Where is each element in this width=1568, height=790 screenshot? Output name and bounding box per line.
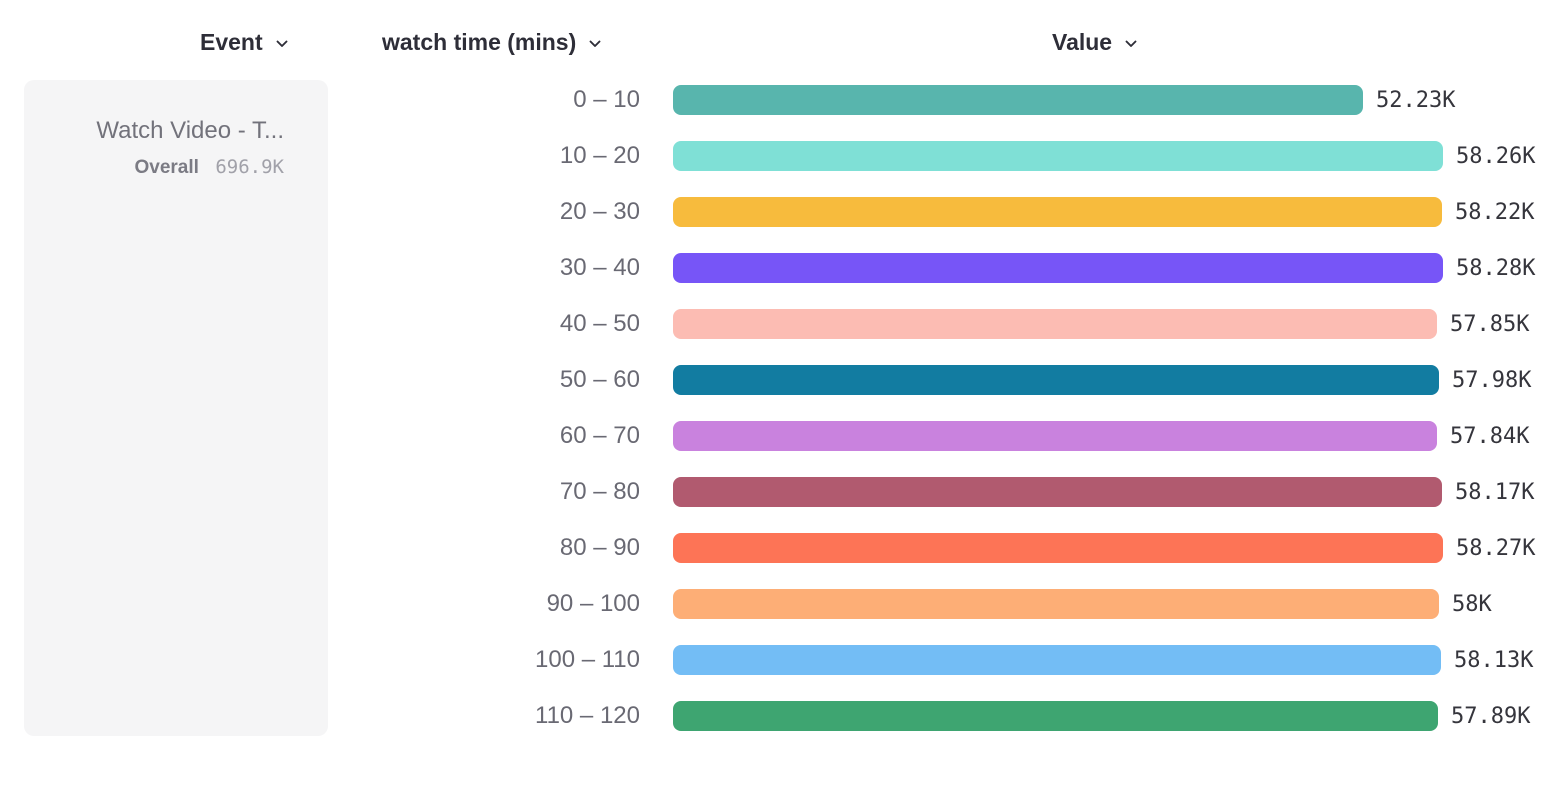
value-bar[interactable]: [673, 589, 1439, 619]
value-bar[interactable]: [673, 253, 1443, 283]
chevron-down-icon: [587, 36, 603, 52]
bucket-label: 40 – 50: [559, 310, 640, 337]
chart-row: 30 – 40 58.28K: [0, 240, 1568, 296]
value-label: 58K: [1452, 591, 1492, 617]
value-label: 58.22K: [1455, 199, 1535, 225]
bucket-label: 0 – 10: [573, 86, 640, 113]
value-label: 57.85K: [1450, 311, 1530, 337]
bucket-label: 100 – 110: [535, 646, 640, 673]
value-label: 58.17K: [1455, 479, 1535, 505]
value-bar[interactable]: [673, 421, 1437, 451]
chart-row: 110 – 120 57.89K: [0, 688, 1568, 744]
event-overall-row: Overall 696.9K: [44, 155, 284, 181]
bucket-label: 20 – 30: [559, 198, 640, 225]
chart-row: 50 – 60 57.98K: [0, 352, 1568, 408]
value-column-label: Value: [1052, 28, 1113, 55]
value-label: 58.27K: [1456, 535, 1536, 561]
bucket-label: 30 – 40: [559, 254, 640, 281]
chart-row: 40 – 50 57.85K: [0, 296, 1568, 352]
value-bar[interactable]: [673, 533, 1443, 563]
value-bar[interactable]: [673, 701, 1438, 731]
event-column-label: Event: [200, 28, 263, 55]
overall-value: 696.9K: [215, 156, 284, 178]
breakdown-column-label: watch time (mins): [382, 28, 577, 55]
breakdown-column-dropdown[interactable]: watch time (mins): [382, 27, 603, 57]
bucket-label: 80 – 90: [559, 534, 640, 561]
value-bar[interactable]: [673, 85, 1363, 115]
value-label: 57.98K: [1452, 367, 1532, 393]
bucket-label: 10 – 20: [559, 142, 640, 169]
event-legend-card[interactable]: Watch Video - T... Overall 696.9K: [24, 80, 328, 736]
bucket-label: 110 – 120: [535, 702, 640, 729]
chart-row: 0 – 10 52.23K: [0, 72, 1568, 128]
chart-row: 60 – 70 57.84K: [0, 408, 1568, 464]
value-bar[interactable]: [673, 141, 1443, 171]
bucket-label: 50 – 60: [559, 366, 640, 393]
value-label: 58.28K: [1456, 255, 1536, 281]
bucket-label: 60 – 70: [559, 422, 640, 449]
chart-rows: 0 – 10 52.23K 10 – 20 58.26K 20 – 30 58.22K 30…: [0, 72, 1568, 744]
bucket-label: 70 – 80: [559, 478, 640, 505]
overall-label: Overall: [134, 157, 199, 178]
value-bar[interactable]: [673, 197, 1442, 227]
value-label: 57.84K: [1450, 423, 1530, 449]
value-label: 57.89K: [1451, 703, 1531, 729]
event-name: Watch Video - T...: [96, 117, 284, 144]
value-label: 58.13K: [1454, 647, 1534, 673]
value-bar[interactable]: [673, 309, 1437, 339]
value-label: 58.26K: [1456, 143, 1536, 169]
chart-row: 10 – 20 58.26K: [0, 128, 1568, 184]
value-bar[interactable]: [673, 365, 1439, 395]
chart-row: 90 – 100 58K: [0, 576, 1568, 632]
chart-row: 70 – 80 58.17K: [0, 464, 1568, 520]
event-column-dropdown[interactable]: Event: [200, 27, 290, 57]
chevron-down-icon: [1123, 36, 1139, 52]
chart-row: 100 – 110 58.13K: [0, 632, 1568, 688]
chart-row: 80 – 90 58.27K: [0, 520, 1568, 576]
value-label: 52.23K: [1376, 87, 1456, 113]
chart-row: 20 – 30 58.22K: [0, 184, 1568, 240]
chevron-down-icon: [274, 36, 290, 52]
value-bar[interactable]: [673, 477, 1442, 507]
bucket-label: 90 – 100: [546, 590, 640, 617]
value-column-dropdown[interactable]: Value: [1052, 27, 1139, 57]
value-bar[interactable]: [673, 645, 1441, 675]
